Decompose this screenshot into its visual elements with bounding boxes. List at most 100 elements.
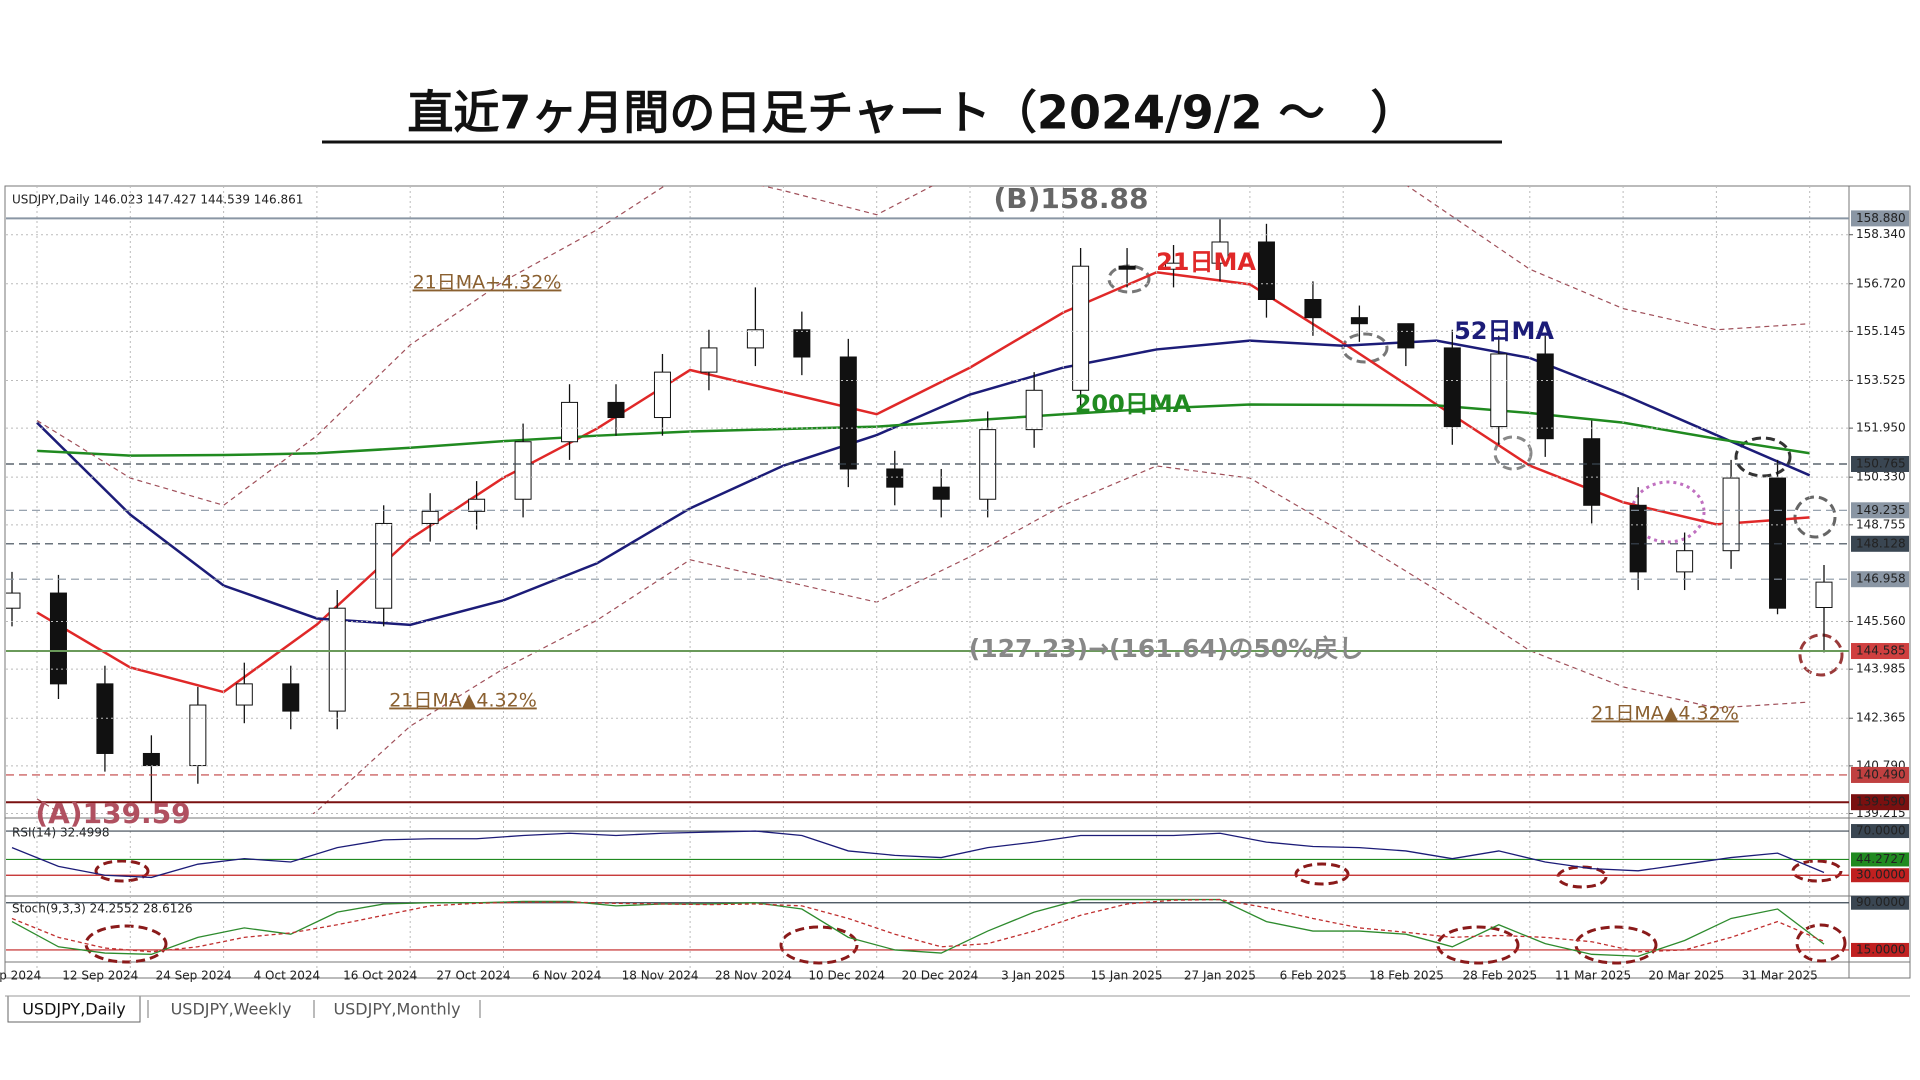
- y-tick-label: 153.525: [1856, 373, 1906, 387]
- candle-body: [932, 486, 950, 500]
- tab[interactable]: USDJPY,Daily: [22, 1000, 126, 1019]
- level-label: 144.585: [1856, 644, 1906, 658]
- level-label: 146.958: [1856, 572, 1906, 586]
- frame: [4, 185, 1911, 979]
- level-box: [1851, 643, 1909, 660]
- candle-body: [1583, 438, 1601, 506]
- tab[interactable]: USDJPY,Monthly: [333, 1000, 460, 1019]
- x-tick-label: 18 Feb 2025: [1369, 969, 1444, 983]
- annotation: (127.23)→(161.64)の50%戻し: [969, 634, 1363, 663]
- candle-body: [189, 704, 207, 767]
- level-label: 148.128: [1856, 536, 1906, 550]
- level-box: [1851, 571, 1909, 588]
- candle-body: [6, 592, 21, 609]
- x-tick-label: 10 Dec 2024: [808, 969, 885, 983]
- x-tick-label: 31 Mar 2025: [1742, 969, 1818, 983]
- x-tick-label: 20 Mar 2025: [1648, 969, 1724, 983]
- x-tick-label: 2 Sep 2024: [0, 969, 41, 983]
- y-tick-label: 156.720: [1856, 276, 1906, 290]
- candle-body: [607, 401, 625, 419]
- level-label: 149.235: [1856, 503, 1906, 517]
- level-box: [1851, 502, 1909, 519]
- x-tick-label: 18 Nov 2024: [622, 969, 699, 983]
- level-label: 140.490: [1856, 767, 1906, 781]
- level-label: 90.0000: [1856, 895, 1906, 909]
- y-tick-label: 151.950: [1856, 421, 1906, 435]
- level-label: 150.765: [1856, 456, 1906, 470]
- level-box: [1851, 794, 1909, 811]
- candle-body: [1722, 477, 1740, 552]
- symbol-info: USDJPY,Daily 146.023 147.427 144.539 146…: [12, 193, 303, 207]
- level-box: [1851, 455, 1909, 472]
- y-tick-label: 155.145: [1856, 324, 1906, 338]
- candle-body: [1676, 550, 1694, 573]
- x-tick-label: 3 Jan 2025: [1001, 969, 1065, 983]
- candle-body: [1397, 323, 1415, 349]
- x-tick-label: 28 Feb 2025: [1462, 969, 1537, 983]
- candle-body: [1072, 265, 1090, 391]
- candle-body: [142, 752, 160, 767]
- candle-body: [700, 347, 718, 373]
- x-tick-label: 28 Nov 2024: [715, 969, 792, 983]
- series-label: 21日MA▲4.32%: [1591, 703, 1739, 725]
- candle-body: [1211, 241, 1229, 264]
- candle-body: [1257, 241, 1275, 300]
- level-box: [1851, 895, 1909, 910]
- candle-body: [1536, 353, 1554, 440]
- annotation-ellipses: [84, 264, 1847, 965]
- series-label: 21日MA▲4.32%: [389, 690, 537, 712]
- candle-body: [1443, 347, 1461, 428]
- candle-body: [793, 329, 811, 358]
- candle-body: [561, 401, 579, 443]
- level-box: [1851, 868, 1909, 883]
- y-tick-label: 150.330: [1856, 470, 1906, 484]
- candle-body: [886, 468, 904, 488]
- candle-body: [328, 607, 346, 712]
- y-tick-label: 145.560: [1856, 614, 1906, 628]
- level-label: 70.0000: [1856, 824, 1906, 838]
- indicator-line: [11, 898, 1825, 957]
- series-label: 200日MA: [1075, 390, 1192, 418]
- ma-line: [36, 403, 1810, 457]
- series-label: 52日MA: [1454, 317, 1554, 345]
- y-tick-label: 142.365: [1856, 711, 1906, 725]
- level-box: [1851, 942, 1909, 957]
- x-tick-label: 15 Jan 2025: [1091, 969, 1163, 983]
- series-label: 21日MA+4.32%: [413, 272, 562, 294]
- level-box: [1851, 852, 1909, 867]
- indicator-line: [11, 898, 1825, 953]
- candle-body: [1350, 317, 1368, 325]
- x-tick-label: 27 Oct 2024: [436, 969, 510, 983]
- candle-body: [1304, 298, 1322, 319]
- level-label: 44.2727: [1856, 852, 1906, 866]
- tab-active: [7, 995, 141, 1023]
- x-tick-label: 4 Oct 2024: [254, 969, 321, 983]
- candle-body: [1815, 581, 1833, 609]
- x-tick-label: 20 Dec 2024: [902, 969, 979, 983]
- x-tick-label: 6 Nov 2024: [532, 969, 601, 983]
- candle-body: [1629, 504, 1647, 573]
- candle-body: [839, 356, 857, 470]
- x-tick-label: 27 Jan 2025: [1184, 969, 1256, 983]
- candle-body: [1118, 265, 1136, 270]
- candle-body: [375, 522, 393, 609]
- candle-body: [235, 683, 253, 706]
- y-tick-label: 143.985: [1856, 662, 1906, 676]
- candle-body: [1025, 389, 1043, 431]
- level-box: [1851, 824, 1909, 839]
- level-label: 139.590: [1856, 795, 1906, 809]
- level-label: 30.0000: [1856, 868, 1906, 882]
- x-tick-label: 12 Sep 2024: [62, 969, 138, 983]
- indicator-line: [11, 830, 1825, 879]
- candle-body: [1165, 262, 1183, 270]
- plot-area: [6, 186, 1833, 814]
- ma-line: [36, 186, 1810, 506]
- annotation: (B)158.88: [994, 182, 1149, 215]
- candle-body: [653, 371, 671, 419]
- y-tick-label: 148.755: [1856, 517, 1906, 531]
- stoch-label: Stoch(9,3,3) 24.2552 28.6126: [12, 902, 193, 916]
- rsi-label: RSI(14) 32.4998: [12, 826, 110, 840]
- candle-body: [468, 498, 486, 512]
- tab[interactable]: USDJPY,Weekly: [171, 1000, 292, 1019]
